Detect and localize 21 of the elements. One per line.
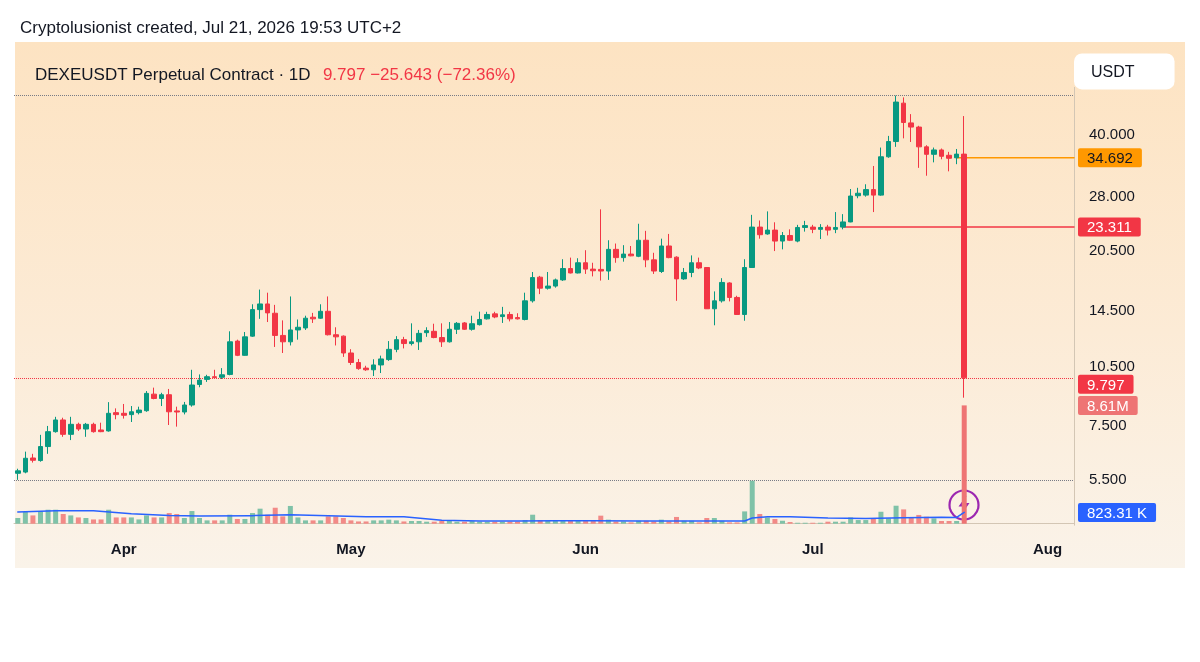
x-tick-label: Aug bbox=[1032, 540, 1063, 558]
y-tick-label: 28.000 bbox=[1089, 186, 1135, 204]
ref-line-label: 9.797 bbox=[1087, 375, 1125, 393]
chart-subtitle: 9.797 −25.643 (−72.36%) bbox=[322, 65, 516, 84]
y-tick-label: 7.500 bbox=[1089, 415, 1127, 433]
y-tick-label: 10.500 bbox=[1089, 357, 1135, 375]
data-label: 23.311 bbox=[1087, 218, 1132, 236]
x-tick-label: Jul bbox=[801, 540, 824, 558]
data-label: 34.692 bbox=[1087, 149, 1133, 167]
y-tick-label: 5.500 bbox=[1089, 469, 1127, 487]
x-tick-label: Apr bbox=[110, 540, 137, 558]
y-tick-label: 14.500 bbox=[1089, 301, 1135, 319]
text: Cryptolusionist created, Jul 21, 2026 19:53 UTC+2 bbox=[20, 18, 402, 37]
chart-title: DEXEUSDT Perpetual Contract · 1D bbox=[35, 65, 311, 84]
x-tick-label: Jun bbox=[572, 540, 599, 558]
y-tick-label: 40.000 bbox=[1089, 124, 1135, 142]
text: 823.31 K bbox=[1087, 503, 1148, 521]
y-tick-label: 20.500 bbox=[1089, 240, 1135, 258]
y-axis-title: USDT bbox=[1091, 62, 1135, 80]
text: 8.61M bbox=[1087, 396, 1129, 414]
x-tick-label: May bbox=[336, 540, 367, 558]
